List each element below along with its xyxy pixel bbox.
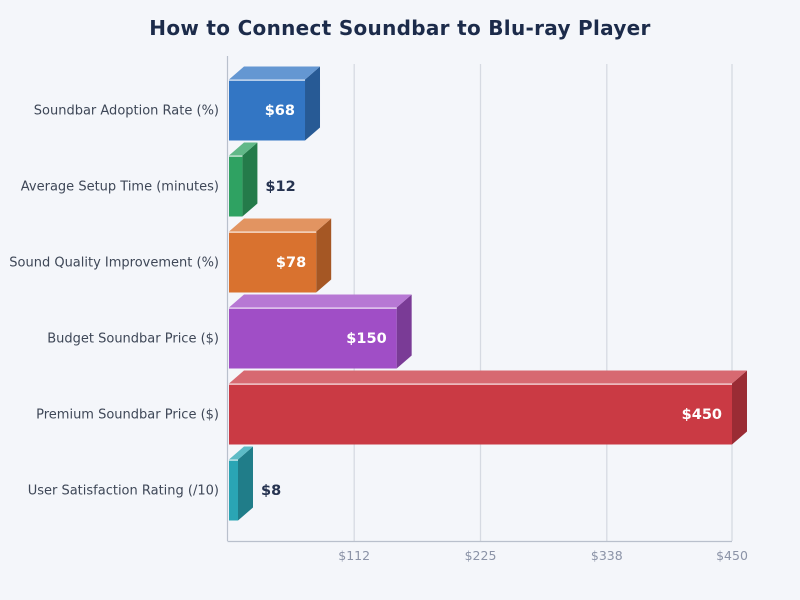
bar-side-premium-soundbar-price	[732, 370, 747, 445]
bar-side-soundbar-adoption-rate	[305, 66, 321, 141]
bar-front-soundbar-adoption-rate	[229, 79, 306, 141]
category-label-average-setup-time-minutes: Average Setup Time (minutes)	[21, 180, 219, 195]
x-tick-label: $225	[465, 548, 497, 563]
bar-value-label: $450	[682, 407, 722, 423]
x-tick-label: $450	[716, 548, 748, 563]
bar-top-average-setup-time-minutes	[229, 142, 258, 156]
category-label-soundbar-adoption-rate: Soundbar Adoption Rate (%)	[34, 104, 219, 119]
chart-title: How to Connect Soundbar to Blu-ray Playe…	[149, 16, 651, 40]
x-tick-label: $112	[338, 548, 370, 563]
bar-top-sound-quality-improvement	[229, 218, 332, 232]
bar-top-budget-soundbar-price	[229, 294, 412, 308]
bar-side-budget-soundbar-price	[396, 294, 412, 369]
bar-value-label: $78	[276, 255, 306, 271]
category-label-sound-quality-improvement: Sound Quality Improvement (%)	[9, 256, 219, 271]
bar-front-budget-soundbar-price	[229, 307, 397, 369]
category-label-premium-soundbar-price: Premium Soundbar Price ($)	[36, 408, 219, 423]
bar-front-user-satisfaction-rating-10	[229, 459, 238, 521]
category-label-budget-soundbar-price: Budget Soundbar Price ($)	[47, 332, 219, 347]
bar-value-label: $68	[265, 103, 295, 119]
bar-front-average-setup-time-minutes	[229, 155, 243, 217]
bar-value-label: $12	[265, 179, 295, 195]
bar-side-sound-quality-improvement	[316, 218, 332, 293]
bar-front-sound-quality-improvement	[229, 231, 317, 293]
bar-value-label: $150	[346, 331, 386, 347]
bar-top-soundbar-adoption-rate	[229, 66, 321, 80]
bar-top-user-satisfaction-rating-10	[229, 446, 253, 460]
bar-side-average-setup-time-minutes	[242, 142, 258, 217]
bar-value-label: $8	[261, 483, 281, 499]
category-label-user-satisfaction-rating-10: User Satisfaction Rating (/10)	[28, 484, 219, 499]
x-tick-label: $338	[591, 548, 623, 563]
bar-top-premium-soundbar-price	[229, 370, 747, 384]
bar-side-user-satisfaction-rating-10	[238, 446, 253, 521]
bar-front-premium-soundbar-price	[229, 383, 732, 445]
